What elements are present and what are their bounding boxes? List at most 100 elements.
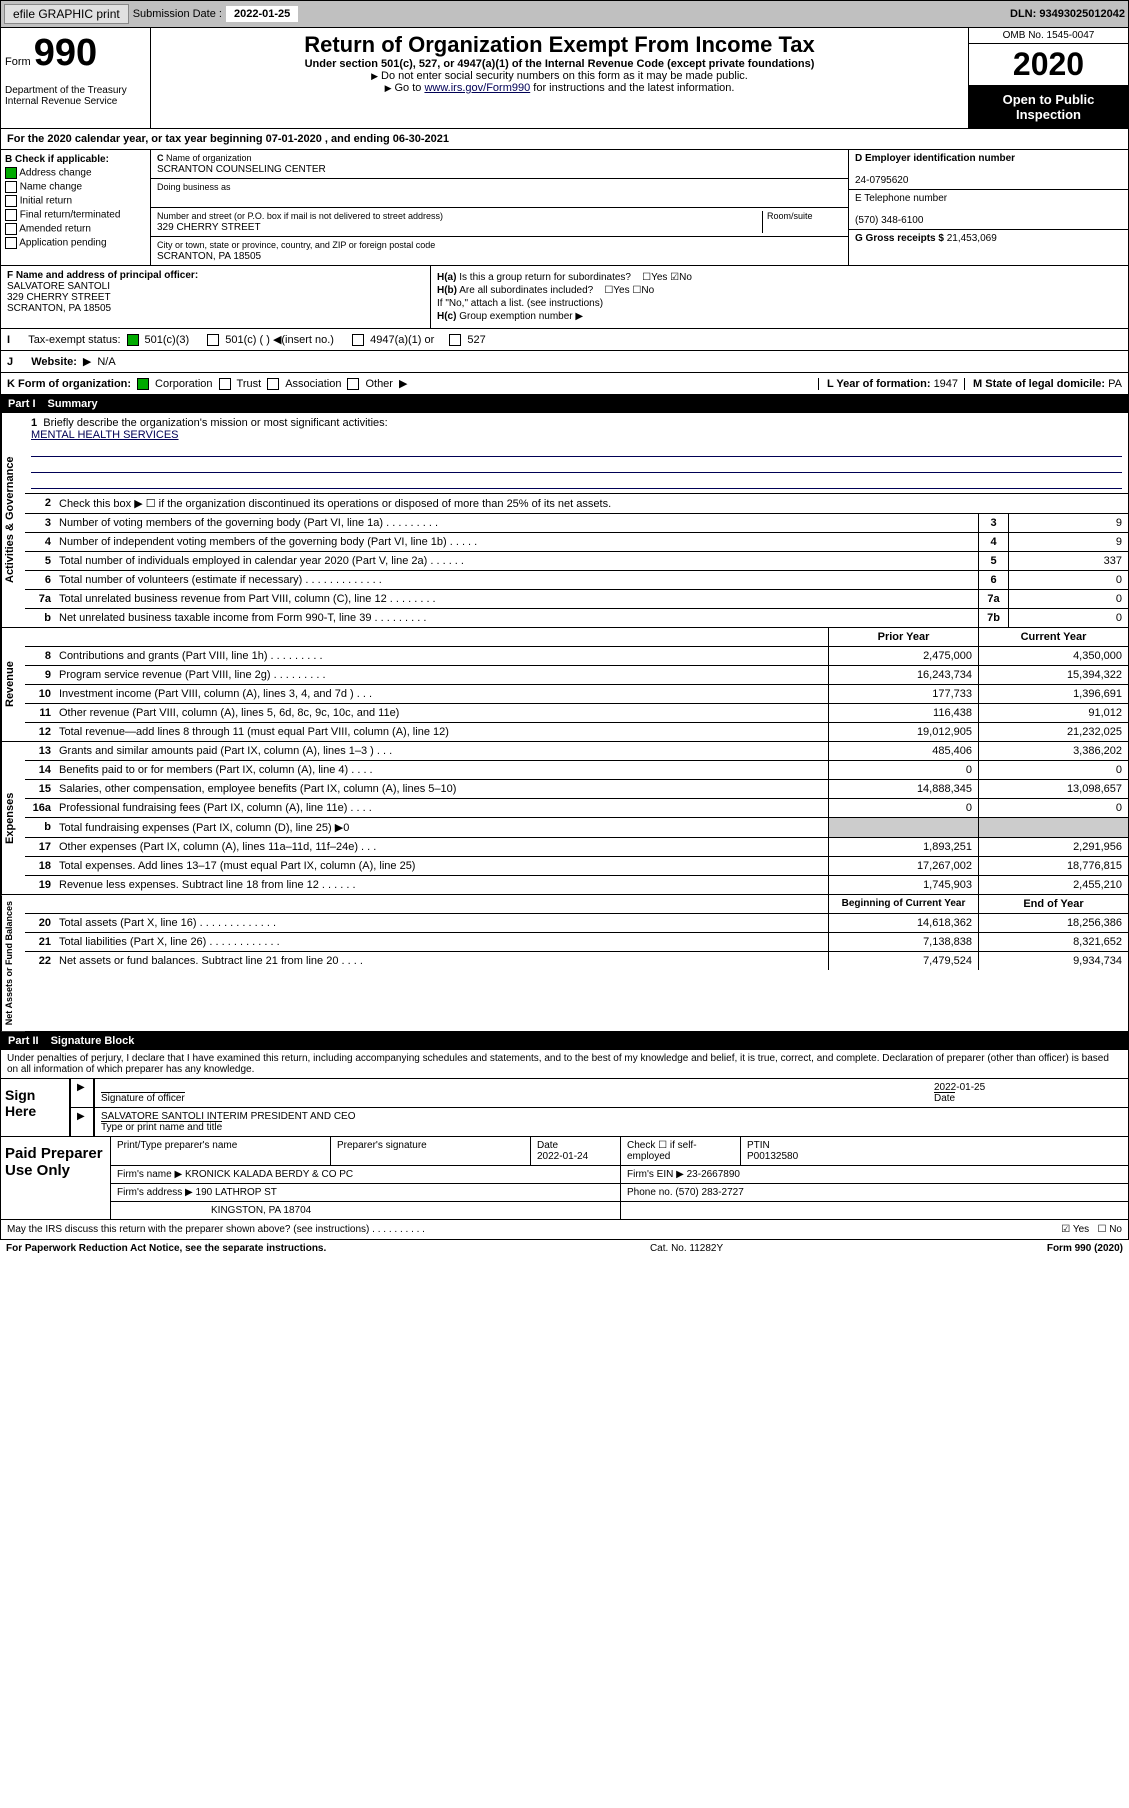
prep-name-lbl: Print/Type preparer's name: [111, 1137, 331, 1165]
chk-other[interactable]: [347, 378, 359, 390]
submission-date: 2022-01-25: [226, 6, 298, 22]
summary-line: 6Total number of volunteers (estimate if…: [25, 571, 1128, 590]
sign-date-lbl: Date: [934, 1092, 955, 1104]
revenue-section: Revenue Prior Year Current Year 8Contrib…: [0, 628, 1129, 742]
amount-line: 9Program service revenue (Part VIII, lin…: [25, 666, 1128, 685]
check-applicable: B Check if applicable: Address change Na…: [1, 150, 151, 265]
form-header-left: Form 990 Department of the Treasury Inte…: [1, 28, 151, 128]
h-note: If "No," attach a list. (see instruction…: [437, 298, 1122, 309]
mission-block: 1 Briefly describe the organization's mi…: [25, 413, 1128, 494]
firm-addr-lbl: Firm's address ▶: [117, 1187, 193, 1198]
curr-year-hdr: Current Year: [978, 628, 1128, 646]
opt-trust: Trust: [237, 378, 262, 390]
vlabel-revenue: Revenue: [1, 628, 25, 741]
amount-line: 18Total expenses. Add lines 13–17 (must …: [25, 857, 1128, 876]
officer-addr1: 329 CHERRY STREET: [7, 292, 111, 303]
section-f: F Name and address of principal officer:…: [0, 266, 1129, 329]
mission-val: MENTAL HEALTH SERVICES: [31, 429, 179, 441]
room-lbl: Room/suite: [762, 211, 842, 233]
part2-header: Part II Signature Block: [0, 1032, 1129, 1050]
phone: (570) 348-6100: [855, 215, 923, 226]
opt-501c: 501(c) ( ) ◀(insert no.): [225, 333, 334, 346]
chk-amended-lbl: Amended return: [19, 224, 91, 235]
dba-lbl: Doing business as: [157, 182, 231, 192]
chk-501c3[interactable]: [127, 334, 139, 346]
omb-number: OMB No. 1545-0047: [969, 28, 1128, 44]
chk-assoc[interactable]: [267, 378, 279, 390]
check-b-label: Check if applicable:: [15, 154, 109, 165]
vlabel-activities: Activities & Governance: [1, 413, 25, 627]
org-name: SCRANTON COUNSELING CENTER: [157, 164, 326, 175]
activities-governance: Activities & Governance 1 Briefly descri…: [0, 413, 1129, 628]
org-name-lbl: Name of organization: [166, 153, 252, 163]
sig-officer-lbl: Signature of officer: [101, 1092, 185, 1104]
website-lbl: Website:: [31, 356, 77, 368]
summary-line: 4Number of independent voting members of…: [25, 533, 1128, 552]
perjury-text: Under penalties of perjury, I declare th…: [0, 1050, 1129, 1079]
dln: DLN: 93493025012042: [1010, 8, 1125, 20]
prep-selfemp: Check ☐ if self-employed: [621, 1137, 741, 1165]
f-label: F Name and address of principal officer:: [7, 270, 198, 281]
form-subtitle: Under section 501(c), 527, or 4947(a)(1)…: [155, 58, 964, 70]
tax-status-lbl: Tax-exempt status:: [28, 334, 120, 346]
discuss-text: May the IRS discuss this return with the…: [7, 1224, 425, 1235]
summary-line: 5Total number of individuals employed in…: [25, 552, 1128, 571]
org-info: C Name of organizationSCRANTON COUNSELIN…: [151, 150, 848, 265]
summary-line: 7aTotal unrelated business revenue from …: [25, 590, 1128, 609]
irs-link[interactable]: www.irs.gov/Form990: [424, 82, 530, 94]
firm-phone: (570) 283-2727: [675, 1187, 743, 1198]
gross-lbl: G Gross receipts $: [855, 233, 944, 244]
website-row: J Website: ▶ N/A: [0, 351, 1129, 373]
footer-mid: Cat. No. 11282Y: [326, 1243, 1047, 1254]
chk-final[interactable]: [5, 209, 17, 221]
beg-year-hdr: Beginning of Current Year: [828, 895, 978, 913]
chk-501c[interactable]: [207, 334, 219, 346]
right-info: D Employer identification number24-07956…: [848, 150, 1128, 265]
line-a: For the 2020 calendar year, or tax year …: [0, 129, 1129, 150]
footer-right: Form 990 (2020): [1047, 1243, 1123, 1254]
chk-527[interactable]: [449, 334, 461, 346]
note-ssn: Do not enter social security numbers on …: [155, 70, 964, 82]
amount-line: 22Net assets or fund balances. Subtract …: [25, 952, 1128, 970]
efile-btn[interactable]: efile GRAPHIC print: [4, 4, 129, 24]
ha-text: Is this a group return for subordinates?: [459, 272, 631, 283]
k-lbl: K Form of organization:: [7, 378, 131, 390]
part1-header: Part I Summary: [0, 395, 1129, 413]
part2-title: Signature Block: [51, 1035, 135, 1047]
note-link: Go to www.irs.gov/Form990 for instructio…: [155, 82, 964, 94]
dept-treasury: Department of the Treasury Internal Reve…: [5, 85, 146, 107]
chk-pending[interactable]: [5, 237, 17, 249]
top-bar: efile GRAPHIC print Submission Date : 20…: [0, 0, 1129, 28]
amount-line: 10Investment income (Part VIII, column (…: [25, 685, 1128, 704]
firm-ein: 23-2667890: [687, 1169, 740, 1180]
amount-line: 20Total assets (Part X, line 16) . . . .…: [25, 914, 1128, 933]
chk-address[interactable]: [5, 167, 17, 179]
firm-name-lbl: Firm's name ▶: [117, 1169, 182, 1180]
chk-name-lbl: Name change: [20, 182, 82, 193]
amount-line: 12Total revenue—add lines 8 through 11 (…: [25, 723, 1128, 741]
officer-addr2: SCRANTON, PA 18505: [7, 303, 111, 314]
summary-line: 2Check this box ▶ ☐ if the organization …: [25, 494, 1128, 514]
firm-name: KRONICK KALADA BERDY & CO PC: [185, 1169, 353, 1180]
l-lbl: L Year of formation:: [827, 378, 931, 390]
hc-text: Group exemption number: [459, 311, 572, 322]
chk-final-lbl: Final return/terminated: [20, 210, 121, 221]
chk-name[interactable]: [5, 181, 17, 193]
sign-here-lbl: Sign Here: [1, 1079, 71, 1136]
chk-initial[interactable]: [5, 195, 17, 207]
chk-4947[interactable]: [352, 334, 364, 346]
line-a-text: For the 2020 calendar year, or tax year …: [7, 133, 449, 145]
officer-sig-name-lbl: Type or print name and title: [101, 1121, 222, 1133]
mission-lbl: Briefly describe the organization's miss…: [43, 417, 387, 429]
chk-corp[interactable]: [137, 378, 149, 390]
chk-amended[interactable]: [5, 223, 17, 235]
m-lbl: M State of legal domicile:: [973, 378, 1105, 390]
opt-other: Other: [365, 378, 393, 390]
prep-sig-lbl: Preparer's signature: [331, 1137, 531, 1165]
chk-address-lbl: Address change: [19, 168, 91, 179]
amount-line: 13Grants and similar amounts paid (Part …: [25, 742, 1128, 761]
form-number: 990: [34, 32, 97, 74]
part1-title: Summary: [48, 398, 98, 410]
chk-trust[interactable]: [219, 378, 231, 390]
opt-527: 527: [467, 334, 485, 346]
